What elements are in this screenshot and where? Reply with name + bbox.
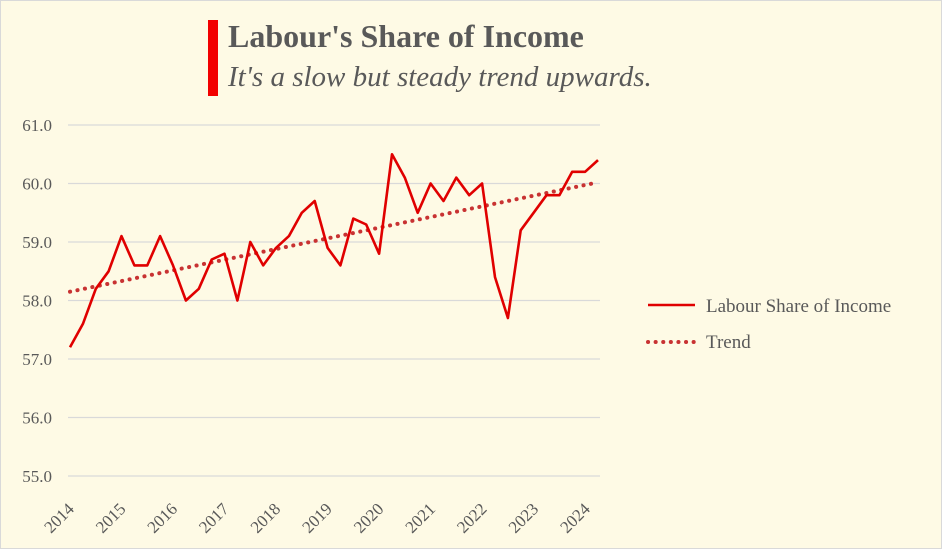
legend-label-labour-share: Labour Share of Income (706, 296, 891, 317)
y-tick-label: 57.0 (22, 350, 52, 369)
x-tick-label: 2022 (453, 499, 490, 536)
x-tick-label: 2016 (144, 499, 181, 536)
title-accent-bar (208, 20, 218, 96)
gridlines (68, 124, 600, 477)
legend-label-trend: Trend (706, 332, 751, 353)
x-tick-label: 2015 (92, 499, 129, 536)
x-axis-ticks: 2014 2015 2016 2017 2018 2019 2020 2021 2022 2023… (40, 499, 594, 537)
x-tick-label: 2024 (556, 499, 594, 537)
trend-path (68, 180, 600, 294)
x-tick-label: 2018 (247, 499, 284, 536)
x-tick-label: 2021 (402, 499, 439, 536)
x-tick-label: 2014 (40, 499, 78, 537)
x-tick-label: 2019 (298, 499, 335, 536)
y-tick-label: 56.0 (22, 409, 52, 428)
y-tick-label: 55.0 (22, 467, 52, 486)
y-tick-label: 59.0 (22, 233, 52, 252)
trend-line (68, 180, 600, 294)
series-line (68, 153, 599, 348)
x-tick-label: 2017 (195, 499, 233, 537)
y-tick-label: 60.0 (22, 175, 52, 194)
legend: Labour Share of Income Trend (646, 296, 891, 353)
y-axis-ticks: 55.0 56.0 57.0 58.0 59.0 60.0 61.0 (22, 116, 52, 486)
x-tick-label: 2023 (505, 499, 542, 536)
y-tick-label: 58.0 (22, 292, 52, 311)
y-tick-label: 61.0 (22, 116, 52, 135)
chart-title: Labour's Share of Income (228, 18, 584, 54)
series-path-labour-share (68, 153, 599, 348)
chart-subtitle: It's a slow but steady trend upwards. (228, 61, 652, 93)
x-tick-label: 2020 (350, 499, 387, 536)
